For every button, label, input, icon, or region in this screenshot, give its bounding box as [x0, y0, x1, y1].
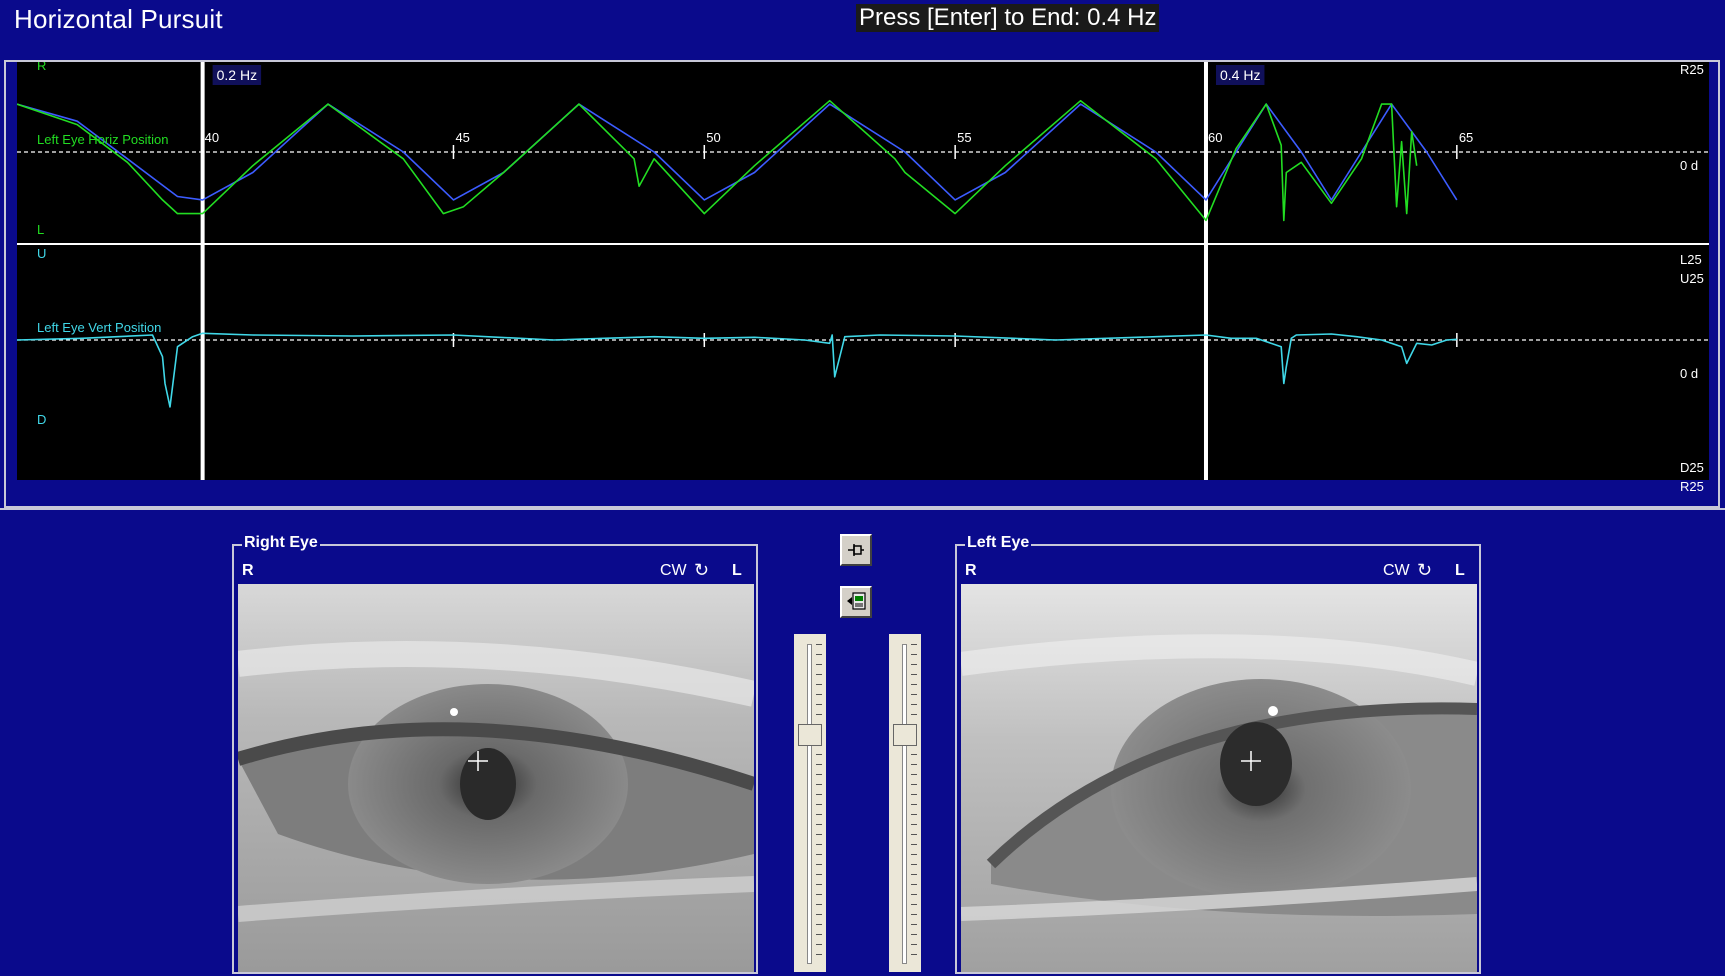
- v-right-top: U25: [1680, 271, 1704, 286]
- x-tick-label: 65: [1459, 130, 1473, 145]
- x-tick-label: 60: [1208, 130, 1222, 145]
- right-eye-slider[interactable]: [794, 634, 826, 972]
- h-right-bottom: L25: [1680, 252, 1702, 267]
- marker-label-bg: [1215, 65, 1265, 85]
- right-eye-cw-label[interactable]: CW: [660, 562, 687, 579]
- h-top-label: R: [37, 62, 46, 73]
- export-button[interactable]: [840, 586, 872, 618]
- pin-button[interactable]: [840, 534, 872, 566]
- v-right-mid: 0 d: [1680, 366, 1699, 381]
- frequency-marker-label: 0.2 Hz: [217, 67, 257, 83]
- x-tick-label: 40: [205, 130, 219, 145]
- right-eye-video: [238, 584, 754, 972]
- left-eye-panel: Left Eye R CW ↻ L: [955, 534, 1483, 974]
- x-tick-label: 50: [706, 130, 720, 145]
- pursuit-chart: 40 45 50 55 60 65 0.2 Hz 0.4 Hz R L Left Eye Horiz…: [17, 62, 1709, 480]
- right-eye-r-label: R: [242, 562, 254, 579]
- slider-thumb[interactable]: [798, 724, 822, 747]
- v-right-bottom: D25: [1680, 460, 1704, 475]
- v-bottom-label: D: [37, 412, 46, 427]
- rotate-cw-icon[interactable]: ↻: [694, 560, 710, 580]
- status-text: Press [Enter] to End: 0.4 Hz: [856, 4, 1160, 32]
- v-top-label: U: [37, 246, 46, 261]
- section-divider: [0, 508, 1725, 510]
- eye-image: [961, 584, 1477, 972]
- left-eye-video: [961, 584, 1477, 972]
- left-eye-frame: [955, 544, 1481, 974]
- slider-ticks: [816, 644, 822, 964]
- vert-eye-line: [17, 332, 1457, 408]
- right-eye-l-label: L: [732, 562, 742, 579]
- frequency-marker-label: 0.4 Hz: [1220, 67, 1260, 83]
- v-series-label: Left Eye Vert Position: [37, 320, 161, 335]
- left-eye-cw-label[interactable]: CW: [1383, 562, 1410, 579]
- right-eye-panel: Right Eye R CW ↻ L: [232, 534, 760, 974]
- right-eye-frame: [232, 544, 758, 974]
- left-eye-title: Left Eye: [965, 534, 1032, 552]
- chart-frame: [4, 60, 1720, 508]
- h-bottom-label: L: [37, 222, 44, 237]
- x-tick-label: 45: [455, 130, 469, 145]
- right-eye-title: Right Eye: [242, 534, 320, 552]
- x-tick-label: 55: [957, 130, 971, 145]
- marker-label-bg: [212, 65, 262, 85]
- pushpin-icon: [848, 544, 864, 556]
- rotate-cw-icon[interactable]: ↻: [1417, 560, 1433, 580]
- h-series-label: Left Eye Horiz Position: [37, 132, 169, 147]
- left-eye-slider[interactable]: [889, 634, 921, 972]
- v-right-extra: R25: [1680, 479, 1704, 494]
- left-eye-r-label: R: [965, 562, 977, 579]
- eye-image: [238, 584, 754, 972]
- h-right-mid: 0 d: [1680, 158, 1699, 173]
- chart-background: [17, 62, 1709, 480]
- slider-track: [902, 644, 907, 964]
- h-right-top: R25: [1680, 62, 1704, 77]
- video-export-icon: [847, 592, 866, 610]
- app-title: Horizontal Pursuit: [14, 4, 223, 34]
- left-eye-l-label: L: [1455, 562, 1465, 579]
- horiz-eye-line: [17, 99, 1418, 222]
- slider-thumb[interactable]: [893, 724, 917, 747]
- slider-track: [807, 644, 812, 964]
- slider-ticks: [911, 644, 917, 964]
